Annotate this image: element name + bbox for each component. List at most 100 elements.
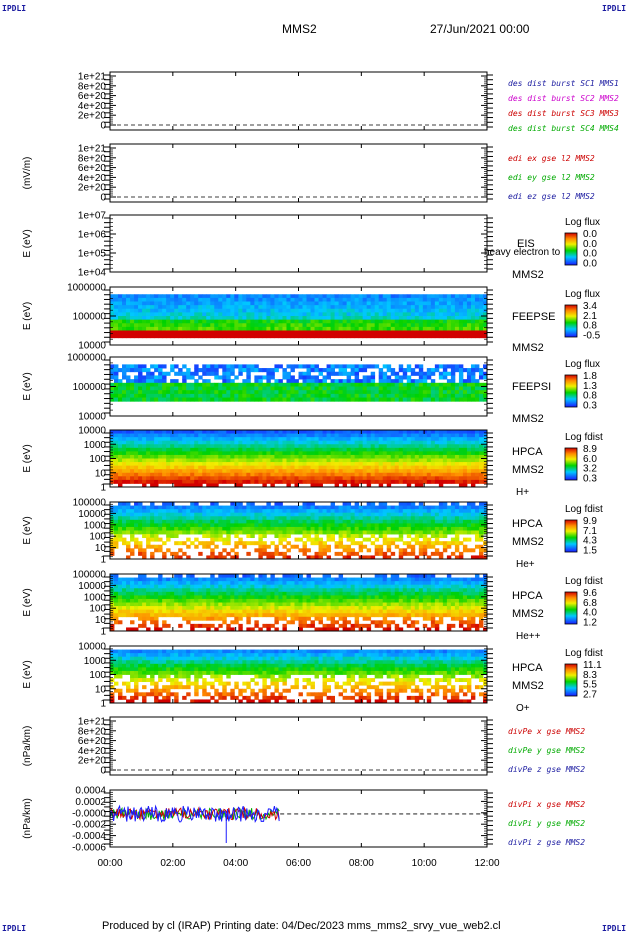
spectrogram-cell — [254, 437, 259, 442]
spectrogram-cell — [462, 476, 468, 481]
spectrogram-cell — [442, 541, 448, 546]
spectrogram-cell — [478, 312, 484, 317]
spectrogram-cell — [238, 382, 243, 387]
spectrogram-cell — [298, 326, 303, 331]
spectrogram-cell — [110, 551, 115, 556]
spectrogram-cell — [470, 368, 476, 373]
spectrogram-cell — [450, 294, 456, 299]
spectrogram-cell — [350, 319, 356, 324]
spectrogram-cell — [114, 319, 119, 324]
spectrogram-cell — [370, 451, 376, 456]
spectrogram-cell — [474, 537, 480, 542]
spectrogram-cell — [206, 319, 211, 324]
spectrogram-cell — [346, 472, 352, 477]
spectrogram-cell — [230, 334, 235, 339]
spectrogram-cell — [482, 305, 488, 310]
spectrogram-cell — [454, 364, 460, 369]
spectrogram-cell — [314, 479, 319, 484]
spectrogram-cell — [474, 308, 480, 313]
spectrogram-cell — [470, 316, 476, 321]
colorbar — [564, 374, 578, 408]
spectrogram-cell — [398, 437, 404, 442]
spectrogram-cell — [294, 390, 299, 395]
spectrogram-cell — [278, 505, 283, 510]
spectrogram-cell — [166, 440, 171, 445]
overlay-label: heavy electron to — [484, 247, 561, 258]
spectrogram-cell — [206, 308, 211, 313]
spectrogram-cell — [458, 509, 464, 514]
spectrogram-cell — [174, 534, 179, 539]
spectrogram-cell — [406, 437, 412, 442]
spectrogram-cell — [342, 519, 348, 524]
spectrogram-cell — [234, 386, 239, 391]
spectrogram-cell — [358, 433, 364, 438]
spectrogram-cell — [466, 530, 472, 535]
spectrogram-cell — [386, 519, 392, 524]
spectrogram-cell — [278, 390, 283, 395]
spectrogram-cell — [318, 472, 323, 477]
spectrogram-cell — [190, 319, 195, 324]
spectrogram-cell — [354, 519, 360, 524]
spectrogram-cell — [198, 462, 203, 467]
spectrogram-cell — [114, 326, 119, 331]
spectrogram-cell — [430, 379, 436, 384]
spectrogram-cell — [318, 537, 323, 542]
spectrogram-cell — [222, 368, 227, 373]
spectrogram-cell — [114, 544, 119, 549]
spectrogram-cell — [310, 297, 315, 302]
spectrogram-cell — [418, 323, 424, 328]
spectrogram-cell — [466, 479, 472, 484]
spectrogram-cell — [242, 530, 247, 535]
spectrogram-cell — [350, 519, 356, 524]
spectrogram-cell — [154, 505, 159, 510]
spectrogram-cell — [434, 305, 440, 310]
spectrogram-cell — [466, 505, 472, 510]
spectrogram-cell — [322, 512, 327, 517]
spectrogram-cell — [386, 319, 392, 324]
spectrogram-cell — [330, 509, 335, 514]
spectrogram-cell — [114, 534, 119, 539]
spectrogram-cell — [170, 465, 175, 470]
spectrogram-cell — [154, 444, 159, 449]
spectrogram-cell — [250, 301, 255, 306]
spectrogram-cell — [226, 368, 231, 373]
spectrogram-cell — [198, 305, 203, 310]
spectrogram-cell — [238, 437, 243, 442]
spectrogram-cell — [166, 462, 171, 467]
spectrogram-cell — [430, 516, 436, 521]
spectrogram-cell — [418, 440, 424, 445]
spectrogram-cell — [190, 382, 195, 387]
spectrogram-cell — [362, 364, 368, 369]
spectrogram-cell — [346, 512, 352, 517]
spectrogram-cell — [406, 530, 412, 535]
spectrogram-cell — [114, 312, 119, 317]
spectrogram-cell — [214, 447, 219, 452]
spectrogram-cell — [466, 368, 472, 373]
spectrogram-cell — [334, 444, 340, 449]
spectrogram-cell — [110, 437, 115, 442]
spectrogram-cell — [170, 297, 175, 302]
spectrogram-cell — [162, 541, 167, 546]
colorbar-title: Log flux — [565, 289, 600, 300]
spectrogram-cell — [214, 451, 219, 456]
spectrogram-cell — [218, 454, 223, 459]
spectrogram-cell — [262, 458, 267, 463]
spectrogram-cell — [142, 476, 147, 481]
spectrogram-cell — [410, 479, 416, 484]
spectrogram-cell — [366, 519, 372, 524]
spectrogram-cell — [362, 334, 368, 339]
spectrogram-cell — [310, 519, 315, 524]
spectrogram-cell — [134, 476, 139, 481]
spectrogram-cell — [390, 386, 396, 391]
spectrogram-cell — [302, 454, 307, 459]
spectrogram-cell — [482, 301, 488, 306]
spectrogram-cell — [154, 330, 159, 335]
spectrogram-cell — [306, 294, 311, 299]
spectrogram-cell — [358, 523, 364, 528]
spectrogram-cell — [150, 334, 155, 339]
spectrogram-cell — [190, 509, 195, 514]
spectrogram-cell — [454, 458, 460, 463]
spectrogram-cell — [346, 544, 352, 549]
spectrogram-cell — [194, 386, 199, 391]
spectrogram-cell — [466, 476, 472, 481]
